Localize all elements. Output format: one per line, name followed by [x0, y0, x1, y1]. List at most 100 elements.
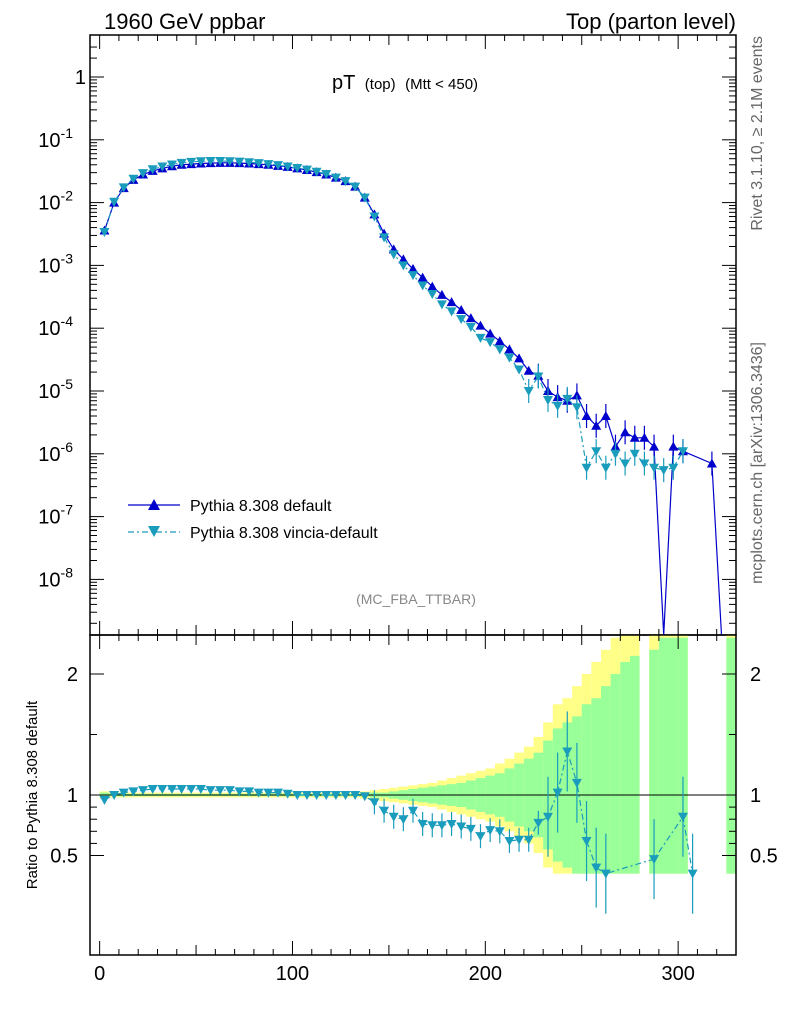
plot-title: pT (top) (Mtt < 450)	[332, 72, 478, 94]
data-point-triangle-up	[523, 365, 534, 375]
ratio-point-triangle-down	[581, 836, 592, 846]
data-point-triangle-down	[456, 315, 467, 325]
ratio-point-triangle-down	[205, 786, 216, 796]
band-inner-bin	[629, 655, 640, 874]
ratio-axis-ticks	[90, 635, 736, 955]
data-point-triangle-down	[494, 345, 505, 355]
data-point-triangle-up	[706, 458, 717, 468]
plot-title-cut: (Mtt < 450)	[405, 76, 478, 93]
legend: Pythia 8.308 default Pythia 8.308 vincia…	[128, 498, 378, 542]
data-point-triangle-down	[523, 387, 534, 396]
data-point-triangle-down	[562, 394, 573, 404]
ratio-y-tick-label-right: 1	[750, 785, 761, 807]
data-point-triangle-down	[176, 158, 187, 168]
y-tick-label: 10-1	[38, 125, 73, 152]
triangle-up-icon	[148, 499, 160, 510]
plot-title-small: (top)	[365, 76, 396, 93]
y-tick-label: 10-5	[38, 376, 73, 403]
data-point-triangle-up	[620, 427, 631, 437]
data-point-triangle-up	[436, 289, 447, 299]
y-tick-label: 10-7	[38, 502, 73, 529]
ratio-point-triangle-down	[224, 786, 235, 796]
data-point-triangle-up	[581, 410, 592, 420]
ratio-point-triangle-down	[109, 791, 120, 800]
data-point-triangle-down	[571, 403, 582, 413]
band-inner-bin	[668, 637, 679, 874]
data-point-triangle-up	[446, 297, 457, 307]
band-inner-bin	[620, 661, 630, 874]
ratio-point-triangle-down	[263, 788, 274, 798]
ratio-uncertainty-bands	[99, 635, 736, 874]
ratio-point-triangle-down	[176, 784, 187, 794]
main-axis-ticks	[90, 35, 736, 635]
ratio-y-tick-label-right: 0.5	[750, 846, 778, 868]
y-tick-label: 10-8	[38, 564, 73, 591]
data-point-triangle-up	[465, 313, 476, 323]
data-point-triangle-down	[408, 271, 418, 281]
main-frame	[89, 34, 737, 636]
ratio-point-triangle-down	[186, 784, 197, 794]
ratio-panel: 0.5 0.5 1 1 2 2 0 100 200 300 Ratio to Pythia 8.3…	[24, 634, 778, 985]
ratio-point-triangle-down	[562, 747, 573, 757]
ratio-point-triangle-down	[138, 786, 149, 796]
data-point-triangle-down	[301, 165, 312, 175]
data-point-triangle-up	[475, 320, 486, 330]
ratio-series	[99, 711, 698, 914]
data-point-triangle-down	[446, 307, 457, 317]
ratio-point-triangle-down	[166, 784, 177, 794]
mcplots-credit-text: mcplots.cern.ch [arXiv:1306.3436]	[749, 342, 766, 584]
data-point-triangle-down	[330, 173, 341, 183]
data-point-triangle-down	[514, 365, 525, 375]
data-point-triangle-up	[629, 432, 640, 442]
data-point-triangle-down	[109, 197, 120, 207]
band-inner-bin	[726, 637, 736, 874]
band-inner-bin	[601, 686, 611, 874]
data-point-triangle-down	[350, 182, 361, 192]
data-point-triangle-down	[157, 162, 168, 172]
data-point-triangle-down	[649, 463, 660, 473]
ratio-point-triangle-down	[485, 826, 496, 836]
data-point-triangle-down	[273, 161, 284, 171]
data-point-triangle-down	[388, 250, 399, 260]
data-point-triangle-down	[195, 157, 206, 167]
data-point-triangle-up	[514, 353, 525, 363]
data-point-triangle-down	[600, 463, 611, 473]
data-point-triangle-down	[504, 353, 515, 363]
ratio-point-triangle-down	[571, 778, 582, 788]
data-point-triangle-up	[456, 304, 467, 314]
data-point-triangle-down	[581, 463, 592, 473]
ratio-y-tick-label: 0.5	[50, 846, 78, 868]
band-inner-bin	[678, 637, 688, 874]
ratio-point-triangle-down	[591, 863, 602, 873]
ratio-point-triangle-down	[533, 818, 544, 828]
data-point-triangle-down	[224, 157, 235, 167]
ratio-point-triangle-down	[215, 786, 226, 796]
data-point-triangle-down	[321, 170, 332, 180]
ratio-point-triangle-down	[359, 792, 370, 802]
data-point-triangle-down	[215, 156, 226, 166]
data-point-triangle-down	[282, 162, 293, 172]
ratio-point-triangle-down	[417, 820, 428, 830]
legend-item-vincia: Pythia 8.308 vincia-default	[128, 525, 378, 542]
data-point-triangle-up	[668, 441, 679, 451]
ratio-point-triangle-down	[456, 822, 467, 832]
ratio-point-triangle-down	[369, 798, 380, 808]
series-default	[99, 157, 723, 636]
ratio-point-triangle-down	[523, 835, 534, 845]
data-point-triangle-down	[186, 157, 197, 167]
ratio-point-triangle-down	[514, 835, 525, 845]
ratio-point-triangle-down	[427, 821, 438, 831]
ratio-point-triangle-down	[504, 836, 515, 846]
data-point-triangle-down	[620, 459, 631, 469]
data-point-triangle-down	[417, 281, 428, 291]
ratio-point-triangle-down	[195, 784, 206, 794]
data-point-triangle-down	[552, 401, 563, 411]
ratio-point-triangle-down	[677, 812, 688, 822]
band-inner-bin	[658, 637, 669, 874]
x-tick-label: 200	[469, 963, 502, 985]
legend-label-vincia: Pythia 8.308 vincia-default	[190, 525, 378, 542]
ratio-point-triangle-down	[649, 855, 660, 865]
band-inner-bin	[649, 649, 659, 874]
ratio-point-triangle-down	[234, 787, 245, 797]
data-point-triangle-down	[398, 261, 409, 271]
